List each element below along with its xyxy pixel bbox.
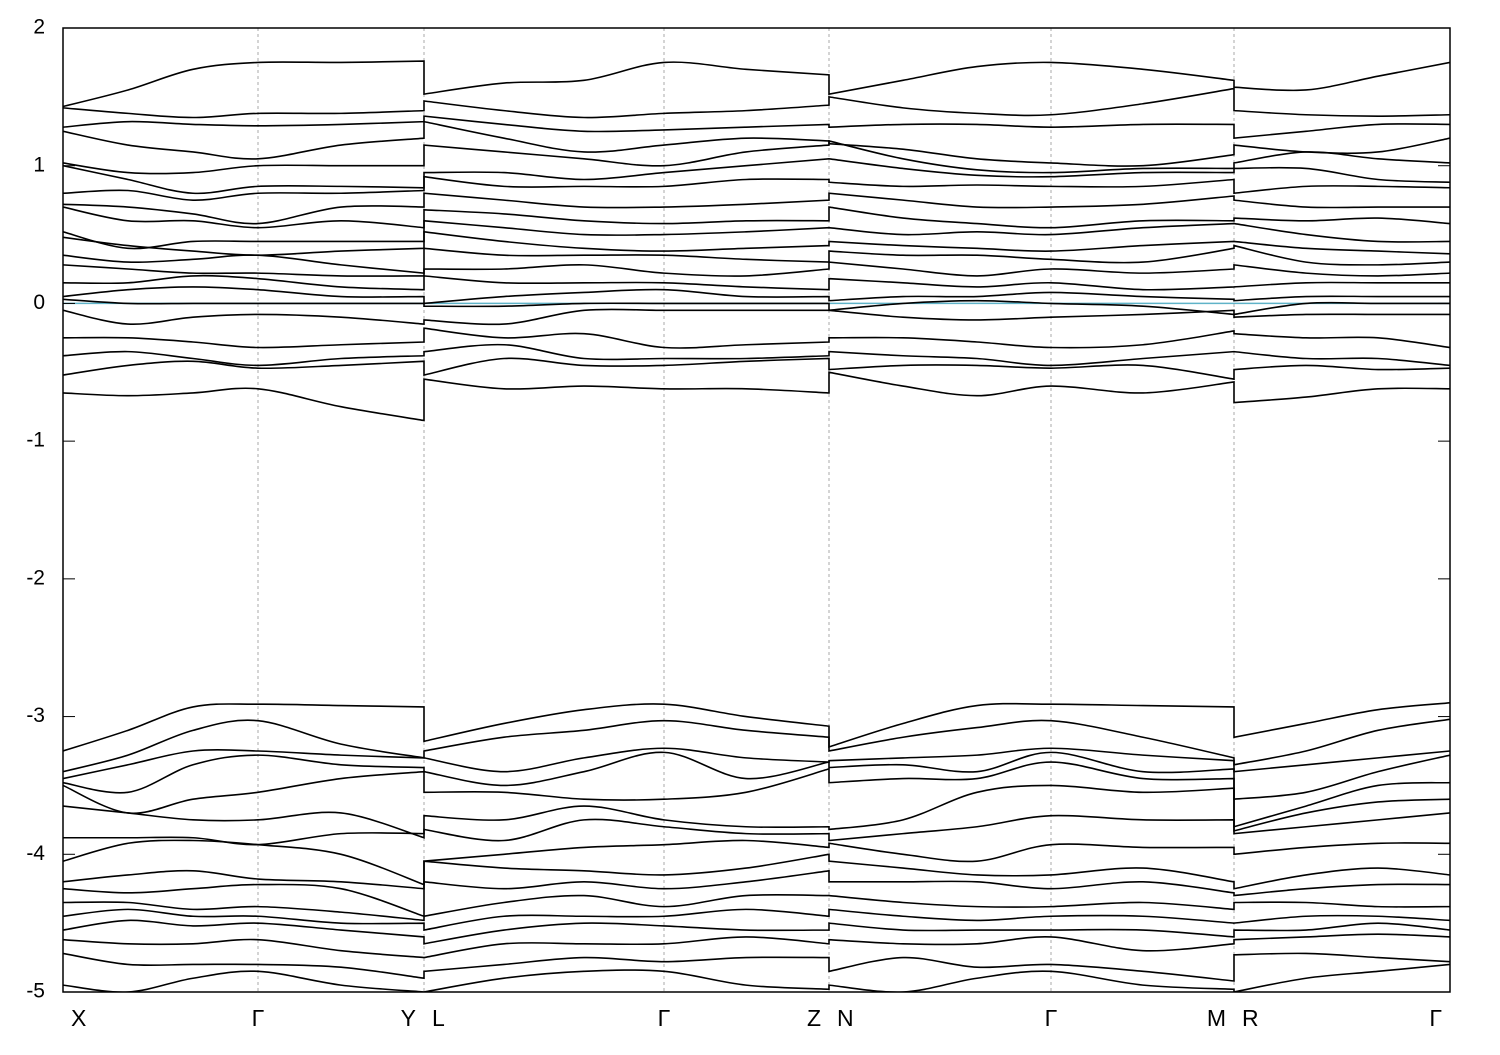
y-tick-label: -3 (26, 704, 45, 727)
band-line (63, 298, 1450, 316)
band-line (63, 308, 1450, 326)
band-line (63, 702, 1450, 752)
band-line (63, 869, 1450, 918)
band-line (63, 120, 1450, 167)
x-tick-label: Y (401, 1005, 416, 1031)
band-line (63, 230, 1450, 257)
band-line (63, 87, 1450, 119)
x-tick-label: Γ (252, 1005, 265, 1031)
band-line (63, 908, 1450, 931)
y-tick-label: 2 (33, 16, 45, 39)
x-tick-label: X (71, 1005, 86, 1031)
band-line (63, 327, 1450, 349)
x-tick-label: L (432, 1005, 445, 1031)
band-line (63, 761, 1450, 828)
band-line (63, 244, 1450, 275)
plot-frame (62, 27, 1451, 993)
y-tick-label: 1 (33, 153, 45, 176)
x-tick-label: R (1242, 1005, 1259, 1031)
band-line (63, 747, 1450, 780)
band-line (63, 718, 1450, 773)
y-tick-label: -1 (26, 429, 45, 452)
band-line (63, 812, 1450, 846)
band-line (63, 751, 1450, 801)
band-line (63, 115, 1450, 140)
band-line (63, 261, 1450, 277)
x-tick-label: M (1207, 1005, 1226, 1031)
y-tick-label: -2 (26, 566, 45, 589)
band-line (63, 158, 1450, 195)
band-line (63, 206, 1450, 229)
band-line (63, 274, 1450, 291)
band-line (63, 371, 1450, 422)
band-line (63, 343, 1450, 367)
x-tick-label: Γ (1045, 1005, 1058, 1031)
band-line (63, 919, 1450, 945)
band-line (63, 60, 1450, 108)
y-tick-label: -4 (26, 842, 45, 865)
x-tick-label: Z (807, 1005, 821, 1031)
band-line (63, 175, 1450, 201)
x-tick-label: N (837, 1005, 854, 1031)
band-line (63, 952, 1450, 982)
band-line (63, 853, 1450, 890)
band-line (63, 839, 1450, 886)
band-line (63, 286, 1450, 305)
band-line (63, 963, 1450, 992)
band-line (63, 784, 1450, 839)
line-layer (63, 60, 1450, 992)
y-tick-label: 0 (33, 291, 45, 314)
label-layer: -5 -4 -3 -2 -1 0 1 2 X Γ Y L Γ Z N Γ M R Γ (26, 16, 1450, 1031)
band-line (63, 933, 1450, 959)
x-tick-label: Γ (1429, 1005, 1442, 1031)
y-tick-label: -5 (26, 980, 45, 1003)
x-tick-label: Γ (658, 1005, 671, 1031)
band-line (63, 357, 1450, 381)
band-line (63, 219, 1450, 250)
band-line (63, 893, 1450, 922)
band-line (63, 192, 1450, 225)
grid-layer (257, 28, 1235, 992)
